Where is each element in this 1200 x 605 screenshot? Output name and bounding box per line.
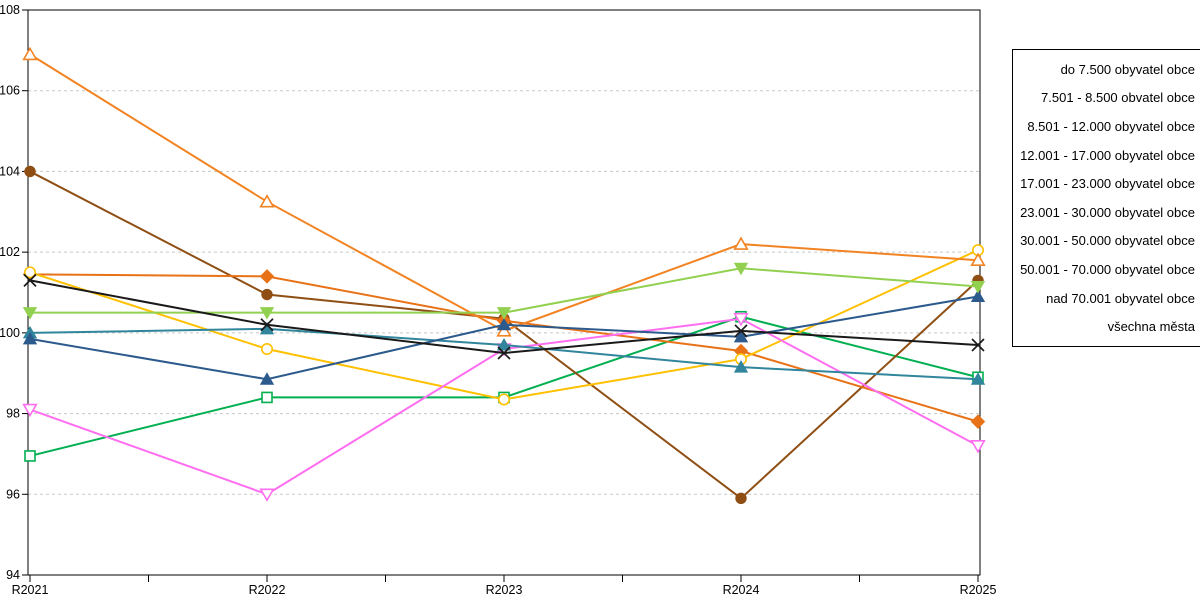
series-marker (23, 266, 36, 279)
series-marker (496, 317, 512, 331)
series-marker (735, 492, 747, 505)
legend-item-label: 23.001 - 30.000 obyvatel obce (1020, 204, 1195, 220)
series-marker (971, 338, 985, 352)
series-marker (260, 318, 274, 332)
x-tick-label: R2023 (486, 583, 523, 597)
series-marker (259, 269, 275, 284)
legend-item: 50.001 - 70.000 obyvatel obce (1013, 255, 1200, 284)
legend-item-label: 30.001 - 50.000 obyvatel obce (1020, 233, 1195, 249)
series-marker (733, 236, 749, 250)
legend-item-label: 17.001 - 23.000 obyvatel obce (1020, 176, 1195, 192)
series-marker (24, 165, 36, 178)
legend-item: 17.001 - 23.000 obyvatel obce (1013, 169, 1200, 198)
series-marker (734, 324, 748, 338)
legend-item-label: 8.501 - 12.000 obyvatel obce (1027, 118, 1195, 134)
y-tick-label: 94 (6, 568, 20, 582)
series-marker (496, 307, 512, 320)
series-marker (733, 262, 749, 276)
series-marker (259, 488, 275, 502)
series-marker (497, 393, 510, 406)
series-marker (261, 288, 273, 301)
y-tick-label: 104 (0, 164, 20, 178)
series-marker (733, 329, 749, 343)
series-marker (733, 312, 749, 327)
legend-item: 23.001 - 30.000 obyvatel obce (1013, 198, 1200, 227)
series-marker (970, 414, 986, 429)
series-marker (970, 289, 986, 303)
series-marker (22, 331, 38, 345)
series-marker (970, 440, 986, 454)
series-marker (22, 46, 38, 61)
legend-item-label: všechna města (1107, 319, 1195, 335)
legend-item: 8.501 - 12.000 obyvatel obce (1013, 112, 1200, 141)
series-marker (24, 450, 36, 462)
x-tick-label: R2025 (960, 583, 997, 597)
legend-item: nad 70.001 obyvatel obce (1013, 284, 1200, 313)
legend-box: do 7.500 obyvatel obce 7.501 - 8.500 obva… (1012, 49, 1200, 347)
series-marker (260, 342, 273, 355)
series-marker (22, 403, 38, 418)
legend-item-label: 7.501 - 8.500 obvatel obce (1041, 90, 1195, 106)
series-marker (261, 391, 273, 404)
series-marker (22, 307, 38, 320)
series-marker (733, 360, 749, 373)
series-marker (970, 372, 986, 385)
legend-item: 7.501 - 8.500 obvatel obce (1013, 84, 1200, 113)
x-tick-label: R2022 (249, 583, 286, 597)
y-tick-label: 106 (0, 84, 20, 98)
x-tick-label: R2021 (12, 583, 49, 597)
legend-item-label: 12.001 - 17.000 obyvatel obce (1020, 147, 1195, 163)
series-marker (259, 307, 275, 320)
series-marker (496, 337, 512, 351)
series-marker (970, 280, 986, 294)
series-marker (970, 252, 986, 267)
y-tick-label: 98 (6, 407, 20, 421)
series-marker (259, 372, 275, 385)
y-tick-label: 102 (0, 245, 20, 259)
x-tick-label: R2024 (723, 583, 760, 597)
legend-item-label: nad 70.001 obyvatel obce (1046, 290, 1195, 306)
legend-item-label: do 7.500 obyvatel obce (1060, 61, 1195, 77)
legend-item: do 7.500 obyvatel obce (1013, 55, 1200, 84)
series-marker (496, 323, 512, 337)
y-tick-label: 100 (0, 326, 20, 340)
series-marker (23, 273, 37, 287)
series-line (29, 53, 979, 332)
legend-item: 30.001 - 50.000 obyvatel obce (1013, 227, 1200, 256)
plot-area-border (27, 9, 981, 576)
legend-item-label: 50.001 - 70.000 obyvatel obce (1020, 261, 1195, 277)
series-marker (259, 194, 275, 208)
y-tick-label: 108 (0, 3, 20, 17)
series-line (29, 315, 979, 457)
y-tick-label: 96 (6, 487, 20, 501)
legend-item: 12.001 - 17.000 obyvatel obce (1013, 141, 1200, 170)
legend-item: všechna města (1013, 312, 1200, 341)
series-marker (497, 346, 511, 360)
